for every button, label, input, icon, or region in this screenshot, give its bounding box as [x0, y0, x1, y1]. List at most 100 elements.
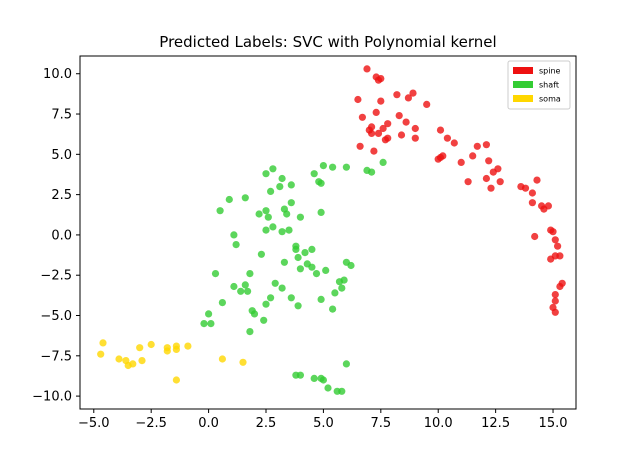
data-point-spine: [409, 89, 417, 97]
data-point-soma: [136, 344, 144, 352]
data-point-spine: [482, 174, 490, 183]
data-point-spine: [395, 112, 403, 120]
data-point-spine: [457, 158, 465, 166]
data-point-soma: [147, 340, 155, 349]
data-point-spine: [551, 308, 559, 316]
y-tick-label: 0.0: [51, 228, 72, 243]
data-point-spine: [434, 155, 442, 163]
data-point-spine: [411, 124, 419, 133]
y-tick-label: −2.5: [40, 269, 72, 284]
data-point-shaft: [342, 163, 350, 171]
data-point-shaft: [207, 320, 215, 328]
data-point-shaft: [271, 279, 279, 287]
data-point-shaft: [211, 270, 220, 278]
data-point-spine: [554, 242, 562, 250]
data-point-spine: [528, 199, 537, 207]
data-point-shaft: [218, 299, 226, 307]
data-point-spine: [450, 139, 458, 147]
data-point-soma: [99, 339, 107, 347]
data-point-shaft: [294, 253, 302, 262]
data-point-spine: [358, 113, 366, 121]
data-point-shaft: [269, 165, 277, 173]
data-point-shaft: [205, 310, 213, 318]
data-point-soma: [172, 345, 180, 353]
data-point-spine: [370, 147, 378, 155]
data-point-spine: [393, 91, 401, 99]
data-point-spine: [411, 134, 419, 142]
data-point-spine: [402, 118, 410, 126]
y-tick-label: 5.0: [51, 148, 72, 163]
data-point-shaft: [241, 281, 249, 289]
data-point-spine: [473, 142, 481, 150]
data-point-spine: [374, 129, 383, 137]
data-point-shaft: [310, 170, 318, 178]
data-point-shaft: [294, 302, 302, 310]
data-point-shaft: [317, 179, 325, 187]
data-point-shaft: [267, 294, 275, 302]
x-tick-label: 2.5: [256, 416, 277, 431]
data-point-shaft: [246, 328, 254, 336]
data-point-shaft: [324, 384, 332, 392]
ticks-layer: −5.0 −2.5 0.0 2.5 5.0 7.5 10.0 12.5 15.0 10.0 7.5 5…: [32, 67, 567, 431]
data-point-shaft: [283, 210, 291, 218]
y-tick-label: 7.5: [51, 108, 72, 123]
data-point-spine: [443, 134, 451, 142]
data-point-spine: [551, 297, 559, 305]
data-point-shaft: [262, 226, 270, 234]
data-point-shaft: [308, 245, 316, 253]
data-point-spine: [544, 202, 553, 210]
data-point-shaft: [260, 316, 268, 324]
data-point-shaft: [278, 228, 286, 236]
data-point-spine: [521, 184, 530, 192]
data-point-shaft: [317, 295, 325, 303]
data-point-spine: [531, 232, 539, 241]
data-point-spine: [485, 157, 493, 165]
x-tick-label: 15.0: [539, 416, 568, 431]
y-tick-label: −10.0: [32, 390, 72, 405]
data-point-spine: [494, 165, 502, 173]
legend-label-soma: soma: [539, 95, 561, 104]
data-point-shaft: [241, 194, 249, 202]
legend-swatch-soma: [513, 95, 533, 102]
data-point-soma: [218, 355, 226, 363]
data-point-shaft: [267, 187, 275, 195]
data-point-spine: [384, 134, 392, 142]
data-point-shaft: [232, 241, 240, 249]
data-point-spine: [377, 75, 385, 83]
data-point-shaft: [312, 270, 321, 278]
data-point-shaft: [331, 289, 339, 297]
data-point-shaft: [319, 376, 327, 384]
data-point-shaft: [329, 305, 337, 313]
data-point-spine: [423, 100, 431, 108]
y-tick-label: 10.0: [43, 67, 72, 82]
data-point-shaft: [310, 374, 318, 382]
data-point-spine: [404, 94, 412, 102]
y-tick-label: −7.5: [40, 349, 72, 364]
data-point-soma: [129, 360, 137, 368]
data-point-shaft: [347, 261, 355, 270]
data-point-shaft: [280, 258, 288, 266]
data-point-soma: [138, 357, 146, 365]
legend-label-shaft: shaft: [539, 81, 559, 90]
data-point-shaft: [216, 207, 224, 215]
data-point-shaft: [296, 265, 304, 273]
data-point-shaft: [340, 276, 348, 284]
legend-swatch-spine: [513, 67, 533, 74]
data-point-spine: [397, 131, 406, 139]
data-point-shaft: [269, 223, 277, 231]
data-point-shaft: [338, 284, 346, 292]
data-point-shaft: [308, 263, 316, 271]
data-point-shaft: [255, 210, 263, 218]
data-point-spine: [379, 124, 387, 133]
data-point-spine: [464, 178, 472, 186]
data-point-spine: [372, 108, 380, 116]
axes-frame: [79, 55, 577, 410]
data-point-shaft: [225, 195, 233, 204]
data-point-soma: [184, 342, 192, 350]
data-point-shaft: [301, 249, 309, 257]
data-point-shaft: [262, 300, 270, 308]
x-tick-label: 10.0: [424, 416, 453, 431]
data-point-spine: [368, 123, 376, 131]
data-point-spine: [496, 178, 504, 186]
data-point-spine: [549, 228, 557, 236]
